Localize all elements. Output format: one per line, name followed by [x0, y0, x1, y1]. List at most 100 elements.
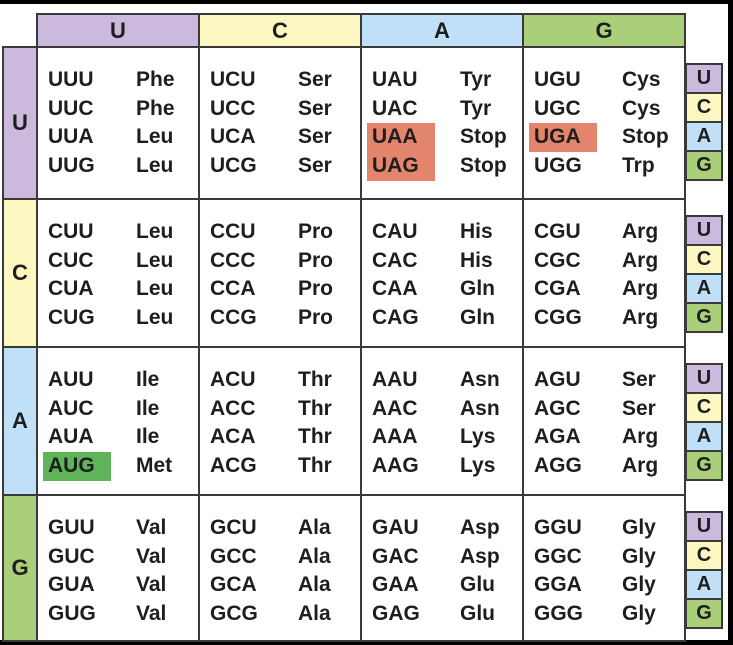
second-position-header-A: A [360, 13, 524, 48]
codon: GGU [534, 516, 582, 539]
codon: AAG [372, 453, 419, 477]
amino-acid: Leu [136, 153, 174, 177]
codon: CCA [210, 277, 256, 301]
second-position-header-U: U [36, 13, 200, 48]
codon: AUA [48, 425, 94, 449]
codon: GCU [210, 516, 257, 539]
amino-acid: Asp [460, 544, 500, 568]
amino-acid: Ile [136, 368, 160, 391]
codon: GUU [48, 516, 95, 539]
codon: CAG [372, 305, 419, 329]
amino-acid: Trp [622, 153, 655, 177]
amino-acid: Arg [622, 277, 659, 301]
amino-acid: Ser [298, 68, 332, 91]
amino-acid: Leu [136, 305, 174, 329]
amino-acid: Phe [136, 68, 175, 91]
amino-acid: Gly [622, 544, 656, 568]
amino-acid: His [460, 248, 493, 272]
frame-border-top [0, 0, 733, 4]
codon: GAA [372, 573, 419, 597]
codon: ACU [210, 368, 256, 391]
stop-codon-highlight [529, 123, 597, 153]
codon: CCG [210, 305, 257, 329]
amino-acid: Phe [136, 96, 175, 120]
third-position-label-U: U [685, 363, 723, 394]
amino-acid: Ala [298, 601, 331, 625]
amino-acid: Thr [298, 425, 332, 449]
amino-acid: Cys [622, 96, 661, 120]
codon: CGG [534, 305, 582, 329]
codon: AUC [48, 396, 94, 420]
codon: GCG [210, 601, 258, 625]
codon: GGC [534, 544, 582, 568]
amino-acid: Ser [298, 153, 332, 177]
amino-acid: His [460, 220, 493, 243]
amino-acid: Arg [622, 305, 659, 329]
codon: UAA [372, 125, 418, 149]
frame-border-right [728, 0, 733, 645]
amino-acid: Asn [460, 368, 500, 391]
codon: UUA [48, 125, 94, 149]
codon: UCA [210, 125, 256, 149]
amino-acid: Val [136, 573, 167, 597]
codon: GGA [534, 573, 582, 597]
amino-acid: Leu [136, 248, 174, 272]
amino-acid: Met [136, 453, 173, 477]
amino-acid: Asp [460, 516, 500, 539]
codon: AAA [372, 425, 418, 449]
codon: UCG [210, 153, 257, 177]
third-position-label-U: U [685, 511, 723, 542]
codon: UUC [48, 96, 94, 120]
third-position-label-A: A [685, 273, 723, 304]
amino-acid: Thr [298, 453, 332, 477]
codon: GUG [48, 601, 96, 625]
amino-acid: Ile [136, 425, 160, 449]
amino-acid: Val [136, 516, 167, 539]
codon: GAG [372, 601, 420, 625]
third-position-label-G: G [685, 150, 723, 181]
third-position-label-A: A [685, 569, 723, 600]
codon: UAU [372, 68, 418, 91]
codon: CGC [534, 248, 581, 272]
codon: GAC [372, 544, 419, 568]
amino-acid: Leu [136, 220, 174, 243]
codon: UAG [372, 153, 419, 177]
amino-acid: Arg [622, 220, 659, 243]
amino-acid: Asn [460, 396, 500, 420]
codon: UCU [210, 68, 256, 91]
codon: ACA [210, 425, 256, 449]
third-position-label-C: C [685, 392, 723, 423]
third-position-label-G: G [685, 450, 723, 481]
amino-acid: Lys [460, 453, 496, 477]
codon: GAU [372, 516, 419, 539]
third-position-label-G: G [685, 302, 723, 333]
third-position-label-G: G [685, 598, 723, 629]
amino-acid: Ala [298, 544, 331, 568]
codon: UCC [210, 96, 256, 120]
amino-acid: Pro [298, 277, 334, 301]
second-position-header-G: G [522, 13, 686, 48]
codon: CUG [48, 305, 95, 329]
codon: UGA [534, 125, 581, 149]
amino-acid: Gly [622, 601, 656, 625]
first-position-label-A: A [2, 346, 38, 496]
third-position-label-C: C [685, 92, 723, 123]
amino-acid: Val [136, 544, 167, 568]
frame-border-bottom [0, 640, 733, 645]
amino-acid: Leu [136, 125, 174, 149]
amino-acid: Stop [622, 125, 669, 149]
codon: UAC [372, 96, 418, 120]
codon: CCC [210, 248, 256, 272]
amino-acid: Tyr [460, 68, 492, 91]
third-position-label-A: A [685, 421, 723, 452]
amino-acid: Arg [622, 248, 659, 272]
amino-acid: Thr [298, 368, 332, 391]
amino-acid: Ser [298, 96, 332, 120]
codon: AGC [534, 396, 581, 420]
third-position-label-U: U [685, 63, 723, 94]
first-position-label-C: C [2, 198, 38, 348]
codon: CUA [48, 277, 94, 301]
amino-acid: Gln [460, 305, 495, 329]
codon: GUC [48, 544, 95, 568]
codon: GCC [210, 544, 257, 568]
